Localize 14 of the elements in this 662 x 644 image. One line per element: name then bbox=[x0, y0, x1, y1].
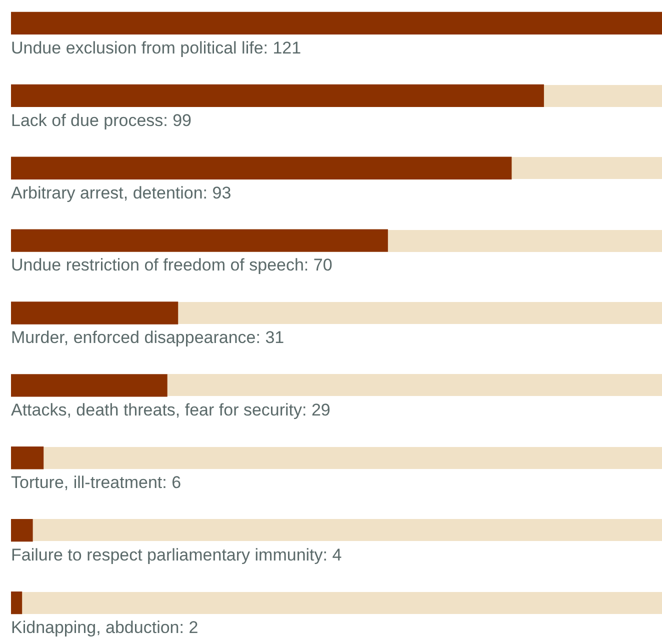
data-label: Kidnapping, abduction: 2 bbox=[11, 618, 198, 637]
data-label: Torture, ill-treatment: 6 bbox=[11, 473, 182, 492]
bar bbox=[11, 519, 33, 542]
data-label: Murder, enforced disappearance: 31 bbox=[11, 328, 284, 348]
data-label: Attacks, death threats, fear for security: 29 bbox=[11, 400, 330, 420]
data-label: Lack of due process: 99 bbox=[11, 110, 192, 130]
bar bbox=[11, 12, 662, 35]
data-label: Undue restriction of freedom of speech: 70 bbox=[11, 256, 332, 275]
bar bbox=[11, 374, 168, 397]
bar bbox=[11, 446, 44, 470]
data-label: Arbitrary arrest, detention: 93 bbox=[11, 183, 232, 202]
data-label: Undue exclusion from political life: 121 bbox=[11, 38, 302, 58]
bar bbox=[11, 591, 22, 614]
data-label: Failure to respect parliamentary immunity: 4 bbox=[11, 546, 342, 565]
